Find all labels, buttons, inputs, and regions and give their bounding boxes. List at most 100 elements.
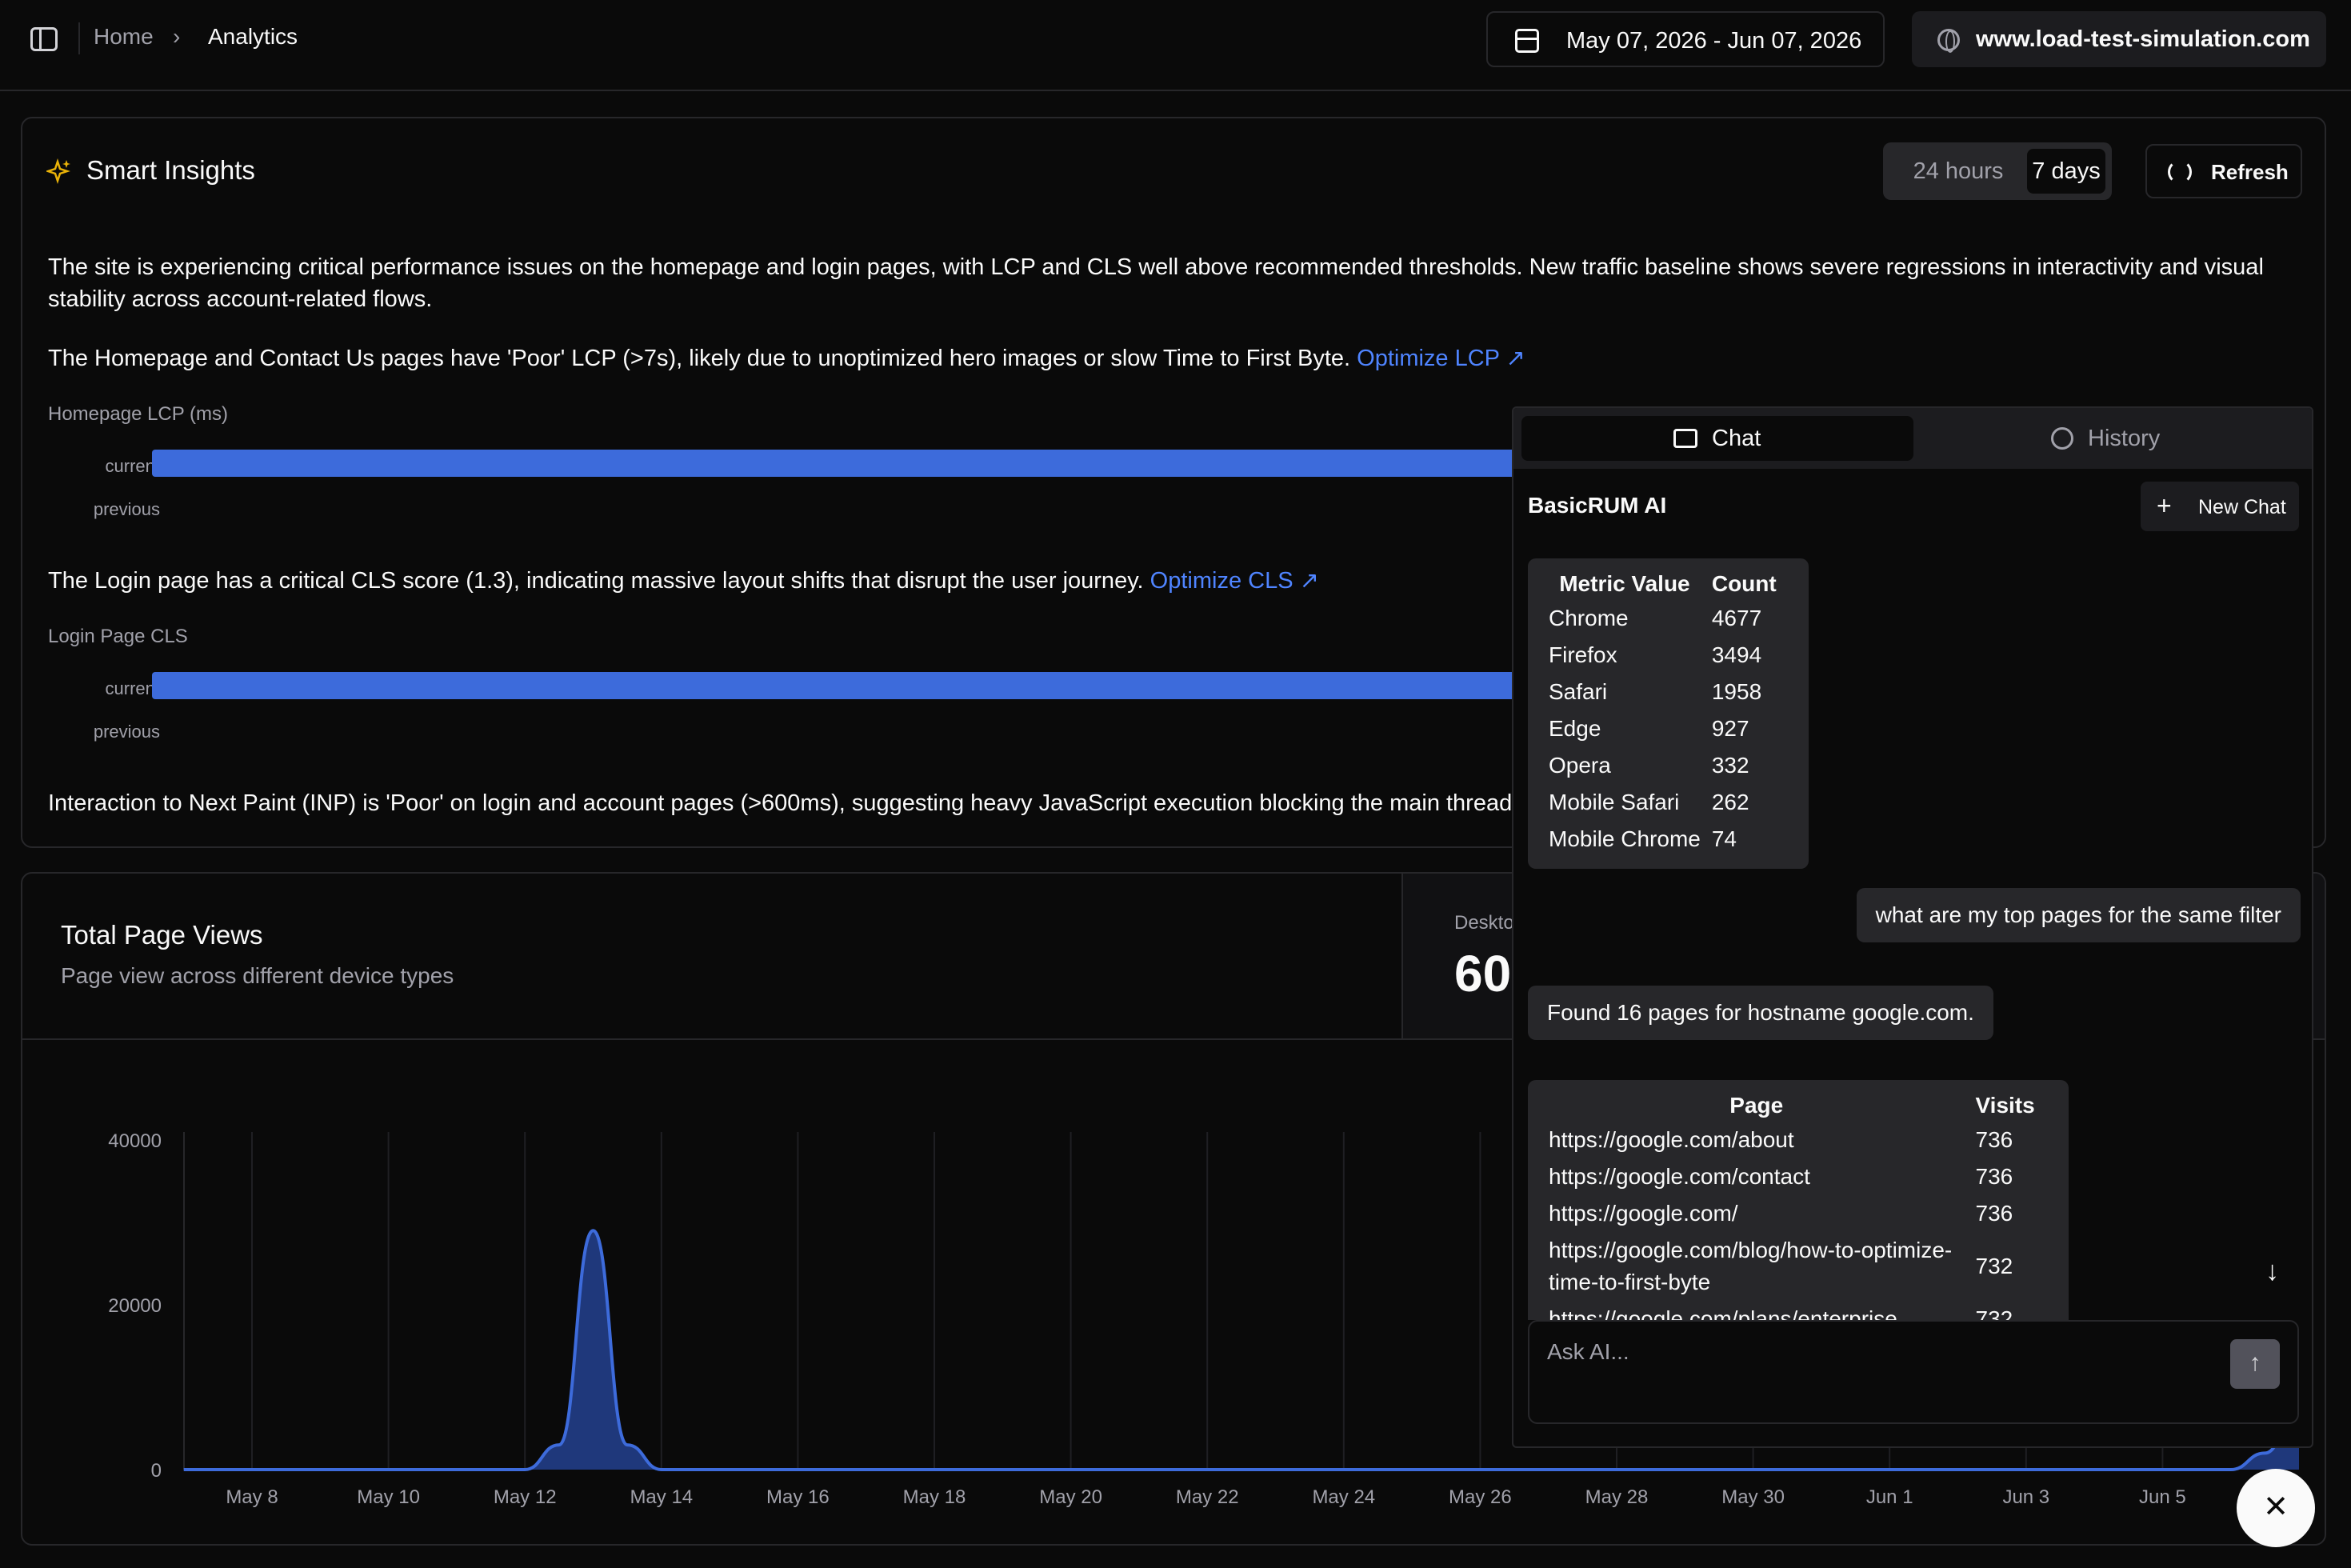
pages-table: Page Visits https://google.com/about 736 h… [1549,1091,2048,1320]
x-tick-label: May 18 [903,1486,966,1508]
new-chat-label: New Chat [2198,496,2286,518]
range-toggle: 24 hours 7 days [1883,142,2112,200]
tab-history-label: History [2088,426,2161,451]
close-chat-button[interactable]: ✕ [2237,1469,2315,1547]
ai-message: Found 16 pages for hostname google.com. [1528,986,1993,1040]
lcp-insight-text: The Homepage and Contact Us pages have '… [48,346,1351,371]
close-icon: ✕ [2263,1490,2289,1524]
date-range-label: May 07, 2026 - Jun 07, 2026 [1566,28,1862,54]
x-tick-label: Jun 5 [2139,1486,2186,1508]
desktop-stat-label: Deskto [1454,912,1514,934]
breadcrumb-home[interactable]: Home [94,24,154,49]
table-cell-label: Opera [1549,753,1611,778]
arrow-down-icon[interactable]: ↓ [2265,1256,2279,1286]
table-row: Safari 1958 [1549,674,1788,710]
ask-ai-box: ↑ [1528,1320,2299,1424]
table-header: Visits [1975,1093,2035,1118]
calendar-icon [1515,29,1539,53]
top-bar: Home › Analytics May 07, 2026 - Jun 07, … [0,0,2351,91]
cls-row-current: current [105,678,160,698]
table-cell-label: Chrome [1549,606,1629,630]
table-row: Firefox 3494 [1549,637,1788,674]
refresh-button[interactable]: Refresh [2145,144,2302,198]
table-row: Mobile Chrome 74 [1549,821,1788,858]
table-cell-label: Safari [1549,679,1608,704]
inp-insight: Interaction to Next Paint (INP) is 'Poor… [48,787,1543,819]
table-cell-label: Mobile Safari [1549,790,1680,814]
date-range-button[interactable]: May 07, 2026 - Jun 07, 2026 [1486,11,1885,67]
insights-title: Smart Insights [86,155,255,185]
ask-ai-input[interactable] [1547,1336,2187,1368]
table-cell-value: 74 [1711,826,1737,851]
y-tick-label: 0 [151,1460,162,1482]
x-tick-label: Jun 3 [2002,1486,2049,1508]
table-row: https://google.com/plans/enterprise 732 [1549,1301,2048,1320]
tab-history[interactable]: History [1913,416,2309,461]
insights-summary: The site is experiencing critical perfor… [48,254,2264,312]
chat-title: BasicRUM AI [1528,493,1667,518]
range-option-7d[interactable]: 7 days [2027,149,2105,194]
refresh-label: Refresh [2211,160,2289,184]
new-chat-button[interactable]: + New Chat [2141,482,2299,531]
browser-table: Metric Value Count Chrome 4677 Firefox 3494… [1549,570,1788,858]
table-cell-value: 332 [1711,753,1749,778]
x-tick-label: May 22 [1176,1486,1239,1508]
user-message: what are my top pages for the same filte… [1856,888,2301,942]
table-row: Chrome 4677 [1549,600,1788,637]
sidebar-toggle-icon[interactable] [30,27,58,51]
arrow-up-icon: ↑ [2249,1350,2261,1376]
send-button[interactable]: ↑ [2230,1339,2280,1389]
table-cell-label: https://google.com/about [1549,1127,1794,1152]
table-cell-value: 262 [1711,790,1749,814]
x-tick-label: May 20 [1039,1486,1102,1508]
table-row: https://google.com/blog/how-to-optimize-… [1549,1232,2048,1301]
tab-chat[interactable]: Chat [1521,416,1913,461]
table-cell-label: Edge [1549,716,1601,741]
table-row: https://google.com/about 736 [1549,1122,2048,1158]
history-icon [2051,427,2073,450]
table-header: Page [1729,1093,1784,1118]
table-cell-value: 1958 [1711,679,1762,704]
table-cell-value: 736 [1975,1127,2013,1152]
cls-insight: The Login page has a critical CLS score … [48,565,2312,597]
refresh-icon [2168,160,2192,184]
message-square-icon [1673,429,1697,448]
table-row: https://google.com/736 [1549,1195,2048,1232]
table-cell-value: 732 [1975,1306,2013,1320]
desktop-stat-value: 60 [1454,945,1512,1002]
table-cell-value: 732 [1975,1254,2013,1278]
lcp-row-current: current [105,456,160,476]
x-tick-label: May 26 [1449,1486,1512,1508]
ai-chat-panel: Chat History BasicRUM AI + New Chat Metr… [1512,406,2313,1448]
optimize-cls-link[interactable]: Optimize CLS ↗ [1150,568,1319,594]
table-cell-label: https://google.com/blog/how-to-optimize-… [1549,1238,1953,1294]
table-cell-label: https://google.com/plans/enterprise [1549,1306,1897,1320]
table-cell-value: 3494 [1711,642,1762,667]
globe-icon [1937,29,1960,53]
x-tick-label: May 14 [630,1486,693,1508]
table-row: https://google.com/contact 736 [1549,1158,2048,1195]
lcp-insight: The Homepage and Contact Us pages have '… [48,342,2312,374]
table-header: Count [1711,571,1777,596]
range-option-24h[interactable]: 24 hours [1913,158,2004,184]
x-tick-label: Jun 1 [1866,1486,1913,1508]
cls-insight-text: The Login page has a critical CLS score … [48,568,1144,594]
area-fill [183,1230,2300,1470]
y-tick-label: 20000 [108,1295,162,1317]
table-cell-label: https://google.com/contact [1549,1164,1810,1189]
site-selector-button[interactable]: www.load-test-simulation.com [1912,11,2326,67]
browser-table-message: Metric Value Count Chrome 4677 Firefox 3494… [1528,558,1809,869]
breadcrumb-current: Analytics [208,24,298,49]
pages-table-message: Page Visits https://google.com/about 736 h… [1528,1080,2069,1320]
lcp-row-previous: previous [93,499,160,519]
page-views-header: Total Page Views Page view across differ… [22,874,1401,1040]
lcp-current-bar [152,450,1560,477]
optimize-lcp-link[interactable]: Optimize LCP ↗ [1357,346,1525,371]
x-tick-label: May 28 [1585,1486,1649,1508]
chat-messages[interactable]: Metric Value Count Chrome 4677 Firefox 3494… [1513,544,2312,1320]
table-header: Metric Value [1559,571,1690,596]
cls-current-bar [152,672,1560,699]
table-row: Mobile Safari 262 [1549,784,1788,821]
sparkles-icon [46,158,70,184]
table-cell-label: Firefox [1549,642,1617,667]
